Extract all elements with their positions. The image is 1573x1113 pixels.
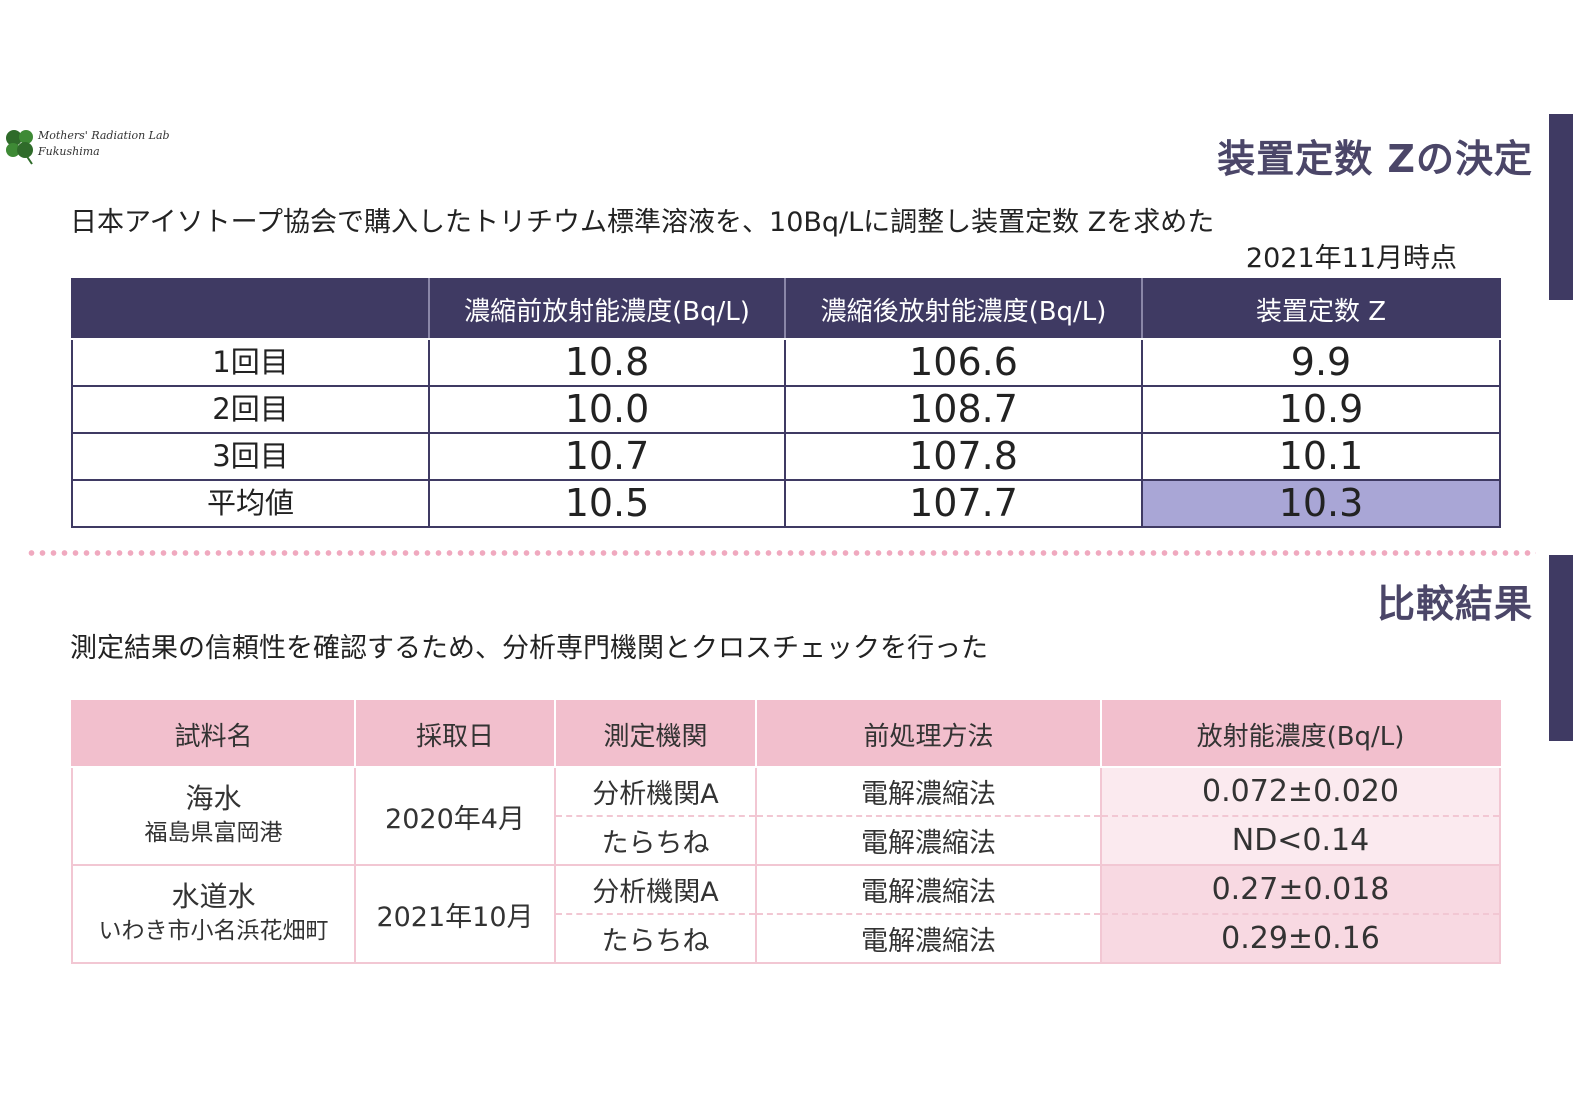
logo-line2: Fukushima [38, 145, 100, 158]
table-header-row: 試料名 採取日 測定機関 前処理方法 放射能濃度(Bq/L) [71, 700, 1501, 768]
header-cell: 濃縮前放射能濃度(Bq/L) [428, 278, 786, 340]
table-row: 1回目 10.8 106.6 9.9 [71, 338, 1501, 387]
header-cell [71, 278, 430, 340]
table-row: 3回目 10.7 107.8 10.1 [71, 432, 1501, 481]
value-cell: 0.072±0.020 [1100, 766, 1501, 817]
logo-text: Mothers' Radiation Lab Fukushima [38, 128, 170, 160]
table-cell: 106.6 [784, 338, 1143, 387]
value-cell: 0.27±0.018 [1100, 864, 1501, 915]
section1-heading: 装置定数 Zの決定 [1217, 137, 1533, 181]
highlighted-average-z: 10.3 [1141, 479, 1501, 528]
logo: Mothers' Radiation Lab Fukushima [2, 126, 182, 172]
date-cell: 2021年10月 [354, 864, 556, 964]
sample-cell: 水道水 いわき市小名浜花畑町 [71, 864, 356, 964]
table-row: たらちね 電解濃縮法 ND<0.14 [72, 815, 1501, 866]
dotted-divider [26, 549, 1536, 557]
comparison-table: 試料名 採取日 測定機関 前処理方法 放射能濃度(Bq/L) 海水 福島県富岡港… [71, 700, 1501, 964]
header-cell: 採取日 [354, 700, 556, 768]
method-cell: 電解濃縮法 [755, 766, 1102, 817]
table-cell: 10.8 [428, 338, 786, 387]
table-cell: 9.9 [1141, 338, 1501, 387]
section1-lead: 日本アイソトープ協会で購入したトリチウム標準溶液を、10Bq/Lに調整し装置定数… [70, 207, 1215, 238]
device-constant-table: 濃縮前放射能濃度(Bq/L) 濃縮後放射能濃度(Bq/L) 装置定数 Z 1回目… [71, 278, 1501, 528]
row-label: 3回目 [71, 432, 430, 481]
value-cell: ND<0.14 [1100, 815, 1501, 866]
sample-cell: 海水 福島県富岡港 [71, 766, 356, 866]
table-cell: 10.0 [428, 385, 786, 434]
section2-lead: 測定結果の信頼性を確認するため、分析専門機関とクロスチェックを行った [70, 633, 988, 664]
sample-name: 海水 [185, 782, 242, 815]
lab-cell: たらちね [554, 815, 757, 866]
table-cell: 107.8 [784, 432, 1143, 481]
method-cell: 電解濃縮法 [755, 913, 1102, 964]
table-header-row: 濃縮前放射能濃度(Bq/L) 濃縮後放射能濃度(Bq/L) 装置定数 Z [71, 278, 1501, 340]
sample-name: 水道水 [171, 880, 256, 913]
four-leaf-clover-icon [6, 130, 33, 165]
header-cell: 測定機関 [554, 700, 757, 768]
table-row-average: 平均値 10.5 107.7 10.3 [71, 479, 1501, 528]
lab-cell: 分析機関A [554, 864, 757, 915]
table-row: 2回目 10.0 108.7 10.9 [71, 385, 1501, 434]
sample-location: いわき市小名浜花畑町 [98, 918, 329, 944]
row-label: 2回目 [71, 385, 430, 434]
table-row: 水道水 いわき市小名浜花畑町 2021年10月 分析機関A 電解濃縮法 0.27… [71, 864, 1501, 964]
header-cell: 装置定数 Z [1141, 278, 1501, 340]
row-label: 平均値 [71, 479, 430, 528]
value-cell: 0.29±0.16 [1100, 913, 1501, 964]
header-cell: 試料名 [71, 700, 356, 768]
table-cell: 10.5 [428, 479, 786, 528]
header-cell: 前処理方法 [755, 700, 1102, 768]
row-label: 1回目 [71, 338, 430, 387]
table-row: 海水 福島県富岡港 2020年4月 分析機関A 電解濃縮法 0.072±0.02… [71, 766, 1501, 866]
table-cell: 10.1 [1141, 432, 1501, 481]
as-of-date: 2021年11月時点 [1245, 243, 1457, 274]
date-cell: 2020年4月 [354, 766, 556, 866]
table-cell: 10.7 [428, 432, 786, 481]
method-cell: 電解濃縮法 [755, 815, 1102, 866]
logo-line1: Mothers' Radiation Lab [38, 129, 170, 142]
header-cell: 放射能濃度(Bq/L) [1100, 700, 1501, 768]
section2-heading: 比較結果 [1376, 582, 1533, 626]
side-accent-bar-bottom [1549, 555, 1573, 741]
table-row: たらちね 電解濃縮法 0.29±0.16 [72, 913, 1501, 964]
side-accent-bar-top [1549, 114, 1573, 300]
sample-location: 福島県富岡港 [144, 820, 283, 846]
method-cell: 電解濃縮法 [755, 864, 1102, 915]
table-cell: 107.7 [784, 479, 1143, 528]
table-cell: 108.7 [784, 385, 1143, 434]
header-cell: 濃縮後放射能濃度(Bq/L) [784, 278, 1143, 340]
table-cell: 10.9 [1141, 385, 1501, 434]
lab-cell: たらちね [554, 913, 757, 964]
lab-cell: 分析機関A [554, 766, 757, 817]
